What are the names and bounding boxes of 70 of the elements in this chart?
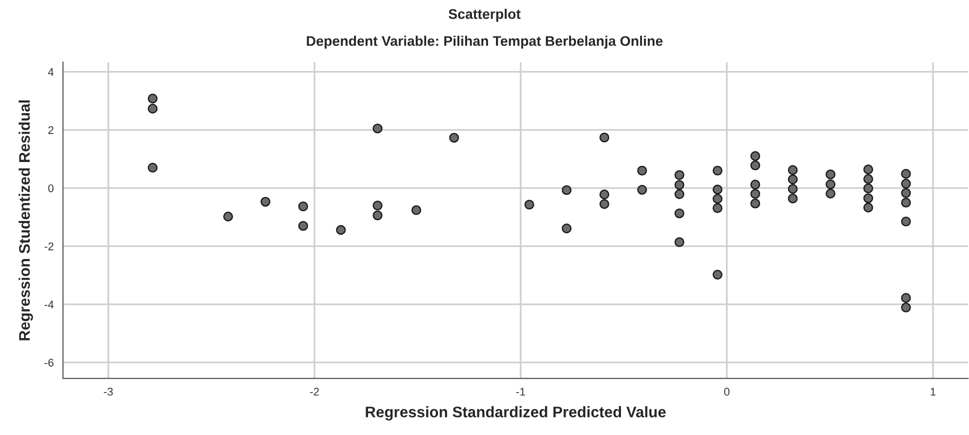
point [901,198,911,208]
x-tick-label: -2 [310,388,319,396]
chart-subtitle: Dependent Variable: Pilihan Tempat Berbelanja Online [306,36,663,49]
point [750,198,760,208]
x-tick-label: 0 [724,388,730,396]
y-tick-label: -6 [44,358,54,367]
point [449,132,459,143]
point [637,166,647,176]
point [674,237,684,248]
point [901,188,911,198]
point [901,216,911,226]
point [788,184,798,194]
point [788,174,798,184]
point [148,94,158,104]
y-tick-label: -4 [44,300,54,308]
point [674,208,684,218]
point [562,224,572,234]
point [599,132,610,142]
point [372,200,382,210]
point [750,188,760,199]
point [901,302,911,312]
point [750,151,760,161]
point [372,124,382,134]
point [826,188,836,198]
point [901,178,911,189]
point [750,180,760,190]
point [863,183,874,194]
point [372,210,382,220]
y-tick-label: 2 [48,126,54,134]
point [599,190,610,200]
point [863,164,874,174]
y-tick-label: 4 [48,68,54,76]
point [863,202,874,212]
y-tick-label: 0 [48,184,54,192]
point [901,293,911,303]
point [826,179,836,190]
point [712,203,722,214]
point [863,174,874,184]
point [637,184,647,195]
point [788,165,798,175]
point [674,180,684,190]
point [712,166,722,176]
chart-title: Scatterplot [448,8,521,22]
point [826,169,836,180]
point [712,184,722,194]
x-tick-label: 1 [930,388,936,396]
point [298,220,308,231]
point [750,160,760,170]
point [863,193,874,204]
point [223,212,234,222]
point [901,168,911,179]
x-tick-label: -1 [516,388,526,396]
point [788,194,798,204]
y-axis-title: Regression Studentized Residual [18,100,33,340]
point [712,194,722,204]
point [411,205,422,216]
point [298,201,308,212]
y-tick-label: -2 [44,242,54,250]
point [674,170,684,180]
point [148,162,158,173]
point [712,270,722,280]
point [562,185,572,196]
x-tick-label: -3 [104,388,113,396]
point [148,104,158,114]
point [260,196,270,207]
point [336,225,346,235]
point [599,199,610,209]
x-axis-title: Regression Standardized Predicted Value [366,406,666,420]
point [524,200,534,210]
point [674,189,684,200]
